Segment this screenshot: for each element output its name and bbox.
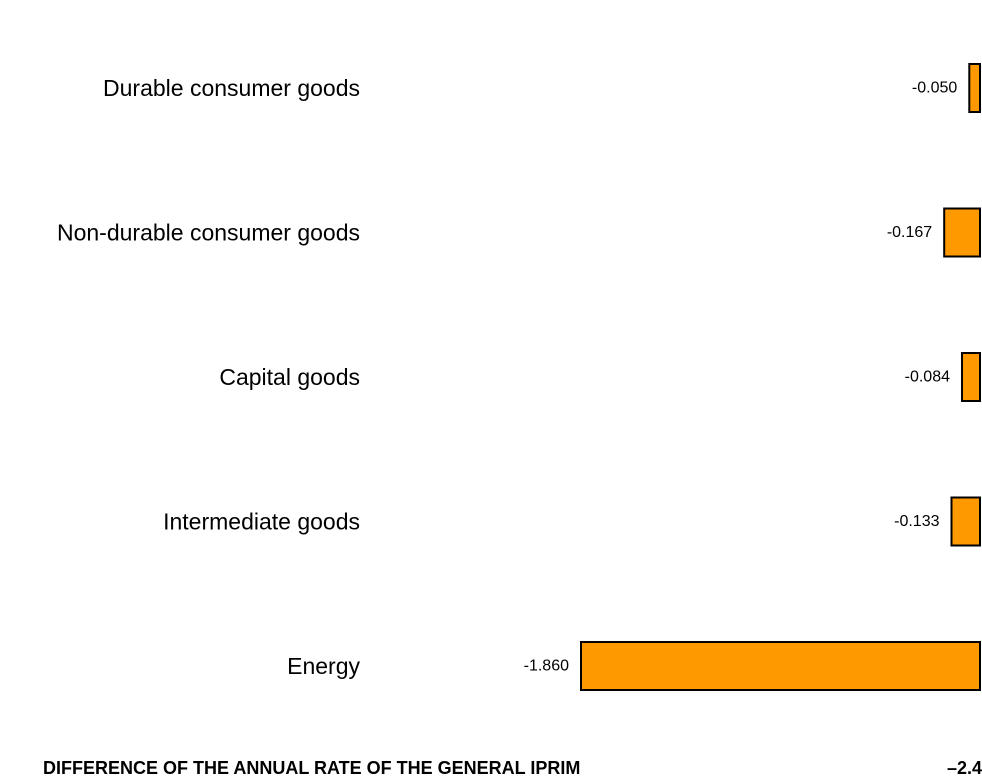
value-labels: -0.050 -0.167 -0.084 -0.133 -1.860 — [524, 80, 958, 675]
value-label-0: -0.050 — [912, 80, 957, 97]
category-label-0: Durable consumer goods — [103, 75, 360, 101]
category-label-4: Energy — [287, 653, 360, 679]
bars-layer — [580, 63, 982, 691]
value-label-2: -0.084 — [905, 369, 950, 386]
category-labels: Durable consumer goods Non-durable consum… — [57, 75, 361, 679]
bar-1 — [943, 207, 982, 258]
value-label-3: -0.133 — [894, 513, 939, 530]
category-label-2: Capital goods — [219, 364, 360, 390]
bar-2 — [961, 352, 981, 402]
footer-value: –2.4 — [947, 758, 982, 776]
bar-3 — [950, 496, 981, 547]
footer-label: DIFFERENCE OF THE ANNUAL RATE OF THE GEN… — [43, 758, 580, 776]
value-label-1: -0.167 — [887, 224, 932, 241]
category-label-3: Intermediate goods — [163, 509, 360, 535]
bar-4 — [580, 641, 981, 691]
bar-0 — [968, 63, 981, 113]
category-label-1: Non-durable consumer goods — [57, 220, 360, 246]
value-label-4: -1.860 — [524, 658, 569, 675]
